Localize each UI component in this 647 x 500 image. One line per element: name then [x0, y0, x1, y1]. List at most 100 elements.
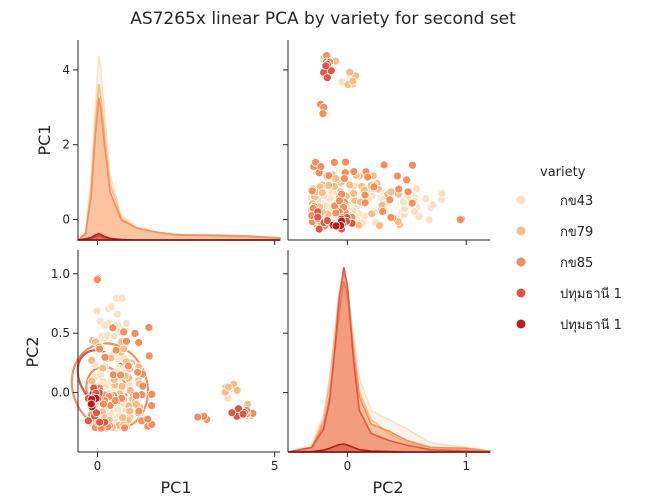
scatter-point	[224, 382, 234, 392]
scatter-point	[117, 381, 127, 391]
scatter-point	[95, 417, 104, 427]
scatter-point	[428, 200, 438, 210]
scatter-point	[317, 188, 327, 198]
scatter-point	[138, 381, 148, 391]
scatter-point	[86, 399, 96, 409]
scatter-point	[455, 215, 465, 225]
scatter-point	[307, 186, 317, 196]
scatter-point	[407, 198, 417, 208]
x-tick-label: 0	[94, 459, 102, 473]
scatter-point	[84, 416, 93, 426]
scatter-point	[378, 206, 388, 216]
scatter-point	[424, 215, 434, 225]
chart-title: AS7265x linear PCA by variety for second…	[130, 9, 516, 29]
scatter-point	[331, 208, 341, 218]
scatter-point	[98, 363, 108, 373]
scatter-point	[324, 171, 334, 181]
scatter-point	[324, 180, 334, 190]
scatter-point	[109, 332, 119, 342]
scatter-point	[125, 385, 135, 395]
legend-label: กข85	[560, 256, 593, 271]
x-axis-label-pc1: PC1	[161, 478, 192, 497]
legend-marker	[515, 287, 527, 299]
scatter-point	[375, 221, 385, 231]
legend-marker	[515, 318, 527, 330]
scatter-point	[322, 73, 332, 83]
scatter-point	[379, 160, 389, 170]
scatter-point	[232, 385, 242, 395]
scatter-point	[87, 355, 97, 365]
scatter-point	[112, 309, 122, 319]
scatter-point	[331, 221, 341, 231]
scatter-point	[119, 327, 129, 337]
legend-marker	[515, 194, 527, 206]
scatter-point	[121, 336, 131, 346]
scatter-point	[318, 109, 328, 119]
scatter-point	[402, 175, 412, 185]
scatter-point	[106, 302, 116, 312]
kde-area-1	[287, 287, 491, 453]
scatter-point	[314, 224, 324, 234]
y-tick-label: 0.5	[51, 326, 70, 340]
scatter-point	[111, 345, 121, 355]
legend-marker	[515, 225, 527, 237]
legend: variety กข43 กข79 กข85 ปทุมธานี 1 ปทุมธานี 1	[515, 165, 622, 333]
scatter-point	[118, 413, 128, 423]
panel-pc1-kde: 0 2 4	[62, 40, 281, 245]
scatter-point	[238, 409, 248, 419]
y-tick-label: 0.0	[51, 386, 70, 400]
scatter-point	[437, 189, 447, 198]
legend-label: ปทุมธานี 1	[560, 286, 622, 302]
scatter-point	[412, 184, 421, 194]
scatter-point	[386, 187, 396, 197]
scatter-point	[110, 396, 120, 405]
scatter-point	[348, 76, 358, 86]
scatter-point	[421, 194, 431, 204]
scatter-point	[394, 184, 404, 194]
scatter-point	[125, 406, 135, 416]
legend-title: variety	[540, 165, 586, 180]
scatter-point	[108, 370, 118, 380]
scatter-point	[408, 160, 417, 170]
scatter-point	[99, 399, 108, 409]
scatter-point	[131, 391, 141, 401]
scatter-point	[385, 195, 395, 205]
kde-area-4	[287, 267, 491, 453]
kde-area-3	[287, 280, 491, 453]
scatter-point	[360, 190, 370, 200]
panel-pc1-vs-pc2	[283, 40, 490, 245]
scatter-point	[143, 414, 153, 424]
panel-pc2-vs-pc1: 0.0 0.5 1.0 0 5	[51, 250, 280, 473]
scatter-point	[360, 198, 370, 208]
y-axis-label-pc2: PC2	[23, 337, 42, 368]
scatter-point	[92, 275, 102, 285]
y-tick-label: 2	[62, 138, 70, 152]
scatter-point	[193, 412, 203, 422]
y-axis-label-pc1: PC1	[35, 125, 54, 156]
legend-label: กข43	[560, 194, 593, 209]
scatter-point	[108, 323, 118, 333]
scatter-point	[363, 172, 373, 182]
y-tick-label: 4	[62, 63, 70, 77]
scatter-point	[335, 196, 344, 206]
scatter-point	[410, 207, 420, 217]
scatter-point	[120, 423, 129, 433]
scatter-point	[144, 323, 154, 332]
scatter-point	[322, 216, 332, 226]
scatter-point	[341, 157, 351, 167]
scatter-point	[100, 320, 110, 330]
scatter-point	[313, 212, 323, 222]
legend-label: กข79	[560, 225, 593, 240]
scatter-point	[349, 188, 359, 198]
scatter-point	[316, 162, 326, 171]
scatter-point	[345, 180, 355, 190]
scatter-point	[227, 408, 237, 418]
scatter-point	[403, 187, 413, 197]
x-tick-label: 0	[344, 459, 352, 473]
kde-area-3	[75, 97, 281, 241]
scatter-point	[398, 197, 408, 207]
legend-label: ปทุมธานี 1	[560, 317, 622, 333]
scatter-point	[134, 406, 144, 416]
